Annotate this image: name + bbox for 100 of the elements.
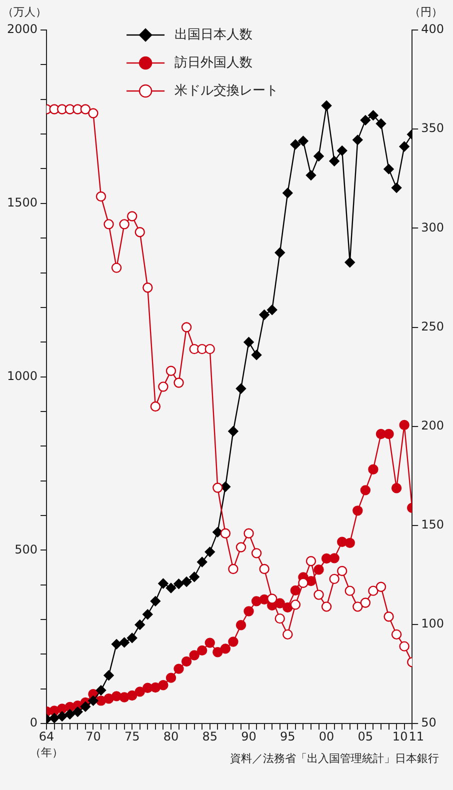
point [236, 542, 246, 552]
y2-tick-label: 100 [421, 616, 444, 631]
point [251, 350, 262, 360]
point [196, 556, 208, 568]
point [344, 538, 355, 548]
point [56, 711, 68, 722]
point [212, 647, 223, 658]
point [236, 620, 246, 630]
point [111, 262, 122, 273]
point [236, 383, 246, 394]
y-tick-label: 500 [14, 542, 38, 556]
point [166, 582, 176, 594]
point [80, 702, 91, 712]
point [228, 636, 238, 647]
point [204, 344, 215, 354]
point [336, 566, 348, 576]
point [384, 164, 394, 174]
point [119, 637, 130, 648]
x-tick-label: 11 [408, 730, 424, 744]
point [181, 656, 192, 667]
point [244, 606, 254, 616]
point [399, 141, 410, 152]
point [166, 672, 176, 683]
y-tick-label: 0 [30, 716, 38, 730]
point [111, 639, 122, 650]
x-axis-title: （年） [30, 746, 64, 759]
point [88, 108, 98, 118]
point [174, 664, 184, 674]
point [64, 709, 75, 720]
point [352, 506, 363, 516]
y-tick-label: 2000 [6, 22, 38, 36]
point [181, 576, 192, 587]
point [274, 248, 285, 258]
text: 資料／法務省「出入国管理統計」日本銀行 [230, 752, 439, 765]
point [336, 146, 348, 156]
point [298, 578, 308, 588]
point [321, 100, 332, 111]
point [266, 594, 278, 604]
point [314, 564, 324, 575]
point [158, 680, 168, 690]
point [306, 170, 316, 180]
point [142, 609, 153, 620]
point [329, 156, 340, 166]
point [126, 690, 138, 701]
point [329, 574, 340, 584]
x-tick-label: 10 [392, 730, 408, 744]
point [321, 602, 332, 612]
point [150, 401, 161, 412]
point [196, 645, 208, 656]
legend-label: 米ドル交換レート [174, 82, 279, 98]
point [104, 219, 114, 230]
point [360, 485, 371, 496]
x-tick-label: 75 [124, 730, 140, 744]
point [49, 712, 60, 724]
point [368, 586, 378, 596]
x-tick-label: 80 [163, 730, 179, 744]
point [158, 382, 168, 392]
point [126, 632, 138, 644]
point [399, 420, 410, 430]
point [158, 578, 168, 589]
point [266, 304, 278, 315]
point [126, 211, 138, 222]
y2-tick-label: 250 [421, 319, 444, 334]
point [174, 578, 184, 589]
point [360, 598, 371, 608]
y2-axis-title: （円） [410, 5, 443, 18]
point [220, 482, 231, 492]
point [368, 110, 378, 120]
y-axis-title: （万人） [2, 5, 47, 18]
point [298, 136, 308, 146]
point [204, 546, 215, 558]
point [282, 188, 293, 198]
y-tick-label: 1000 [6, 368, 38, 383]
point [274, 613, 285, 624]
point [384, 611, 394, 622]
point [166, 366, 176, 376]
y2-tick-label: 50 [421, 716, 436, 730]
point [314, 590, 324, 600]
point [259, 564, 270, 574]
point [134, 620, 145, 630]
x-tick-label: 64 [38, 730, 54, 744]
point [228, 426, 238, 436]
legend-label: 訪日外国人数 [174, 55, 253, 70]
point [150, 682, 161, 693]
point [150, 596, 161, 606]
point [344, 257, 355, 268]
point [119, 219, 130, 230]
point [212, 482, 223, 493]
point [399, 641, 410, 652]
point [142, 282, 153, 293]
point [228, 564, 238, 574]
point [189, 572, 200, 582]
point [314, 151, 324, 162]
x-tick-label: 70 [86, 730, 101, 744]
point [212, 527, 223, 538]
point [384, 428, 394, 440]
point [174, 378, 184, 388]
point [391, 182, 402, 193]
x-tick-label: 95 [280, 730, 296, 744]
point [72, 706, 83, 717]
